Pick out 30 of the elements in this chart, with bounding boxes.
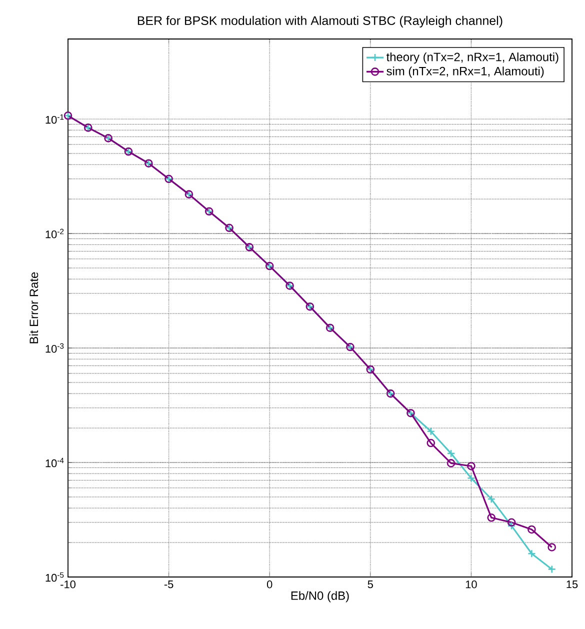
point	[446, 449, 456, 458]
x-tick-label: 10	[466, 580, 477, 588]
point	[528, 525, 536, 534]
point	[487, 494, 496, 504]
x-tick-label: -10	[60, 580, 76, 588]
y-tick-label: 10$^{-3}$	[46, 343, 64, 353]
point	[426, 438, 436, 448]
x-tick-label: 0	[266, 580, 272, 588]
y-tick-label: 10$^{-1}$	[46, 114, 64, 124]
point	[487, 513, 496, 522]
legend-label: theory (nTx=2, nRx=1, Alamouti)	[386, 52, 558, 64]
point	[528, 549, 536, 558]
x-tick-label: 5	[368, 580, 373, 588]
point	[507, 522, 516, 530]
x-tick-label: -5	[164, 580, 174, 588]
chart-title: BER for BPSK modulation with Alamouti STBC (Rayleigh channel)	[138, 16, 502, 28]
legend-label: sim (nTx=2, nRx=1, Alamouti)	[386, 66, 544, 78]
point	[548, 543, 556, 552]
point	[426, 427, 436, 436]
point	[446, 459, 456, 468]
point	[467, 474, 476, 482]
point	[507, 518, 516, 527]
point	[548, 565, 556, 574]
y-axis-title: Bit Error Rate	[29, 272, 38, 344]
y-tick-label: 10$^{-5}$	[46, 572, 64, 582]
point	[467, 462, 476, 470]
y-tick-label: 10$^{-4}$	[46, 458, 64, 468]
x-axis-title: Eb/N0 (dB)	[291, 591, 349, 602]
x-tick-label: 15	[566, 580, 578, 588]
y-tick-label: 10$^{-2}$	[46, 228, 64, 238]
